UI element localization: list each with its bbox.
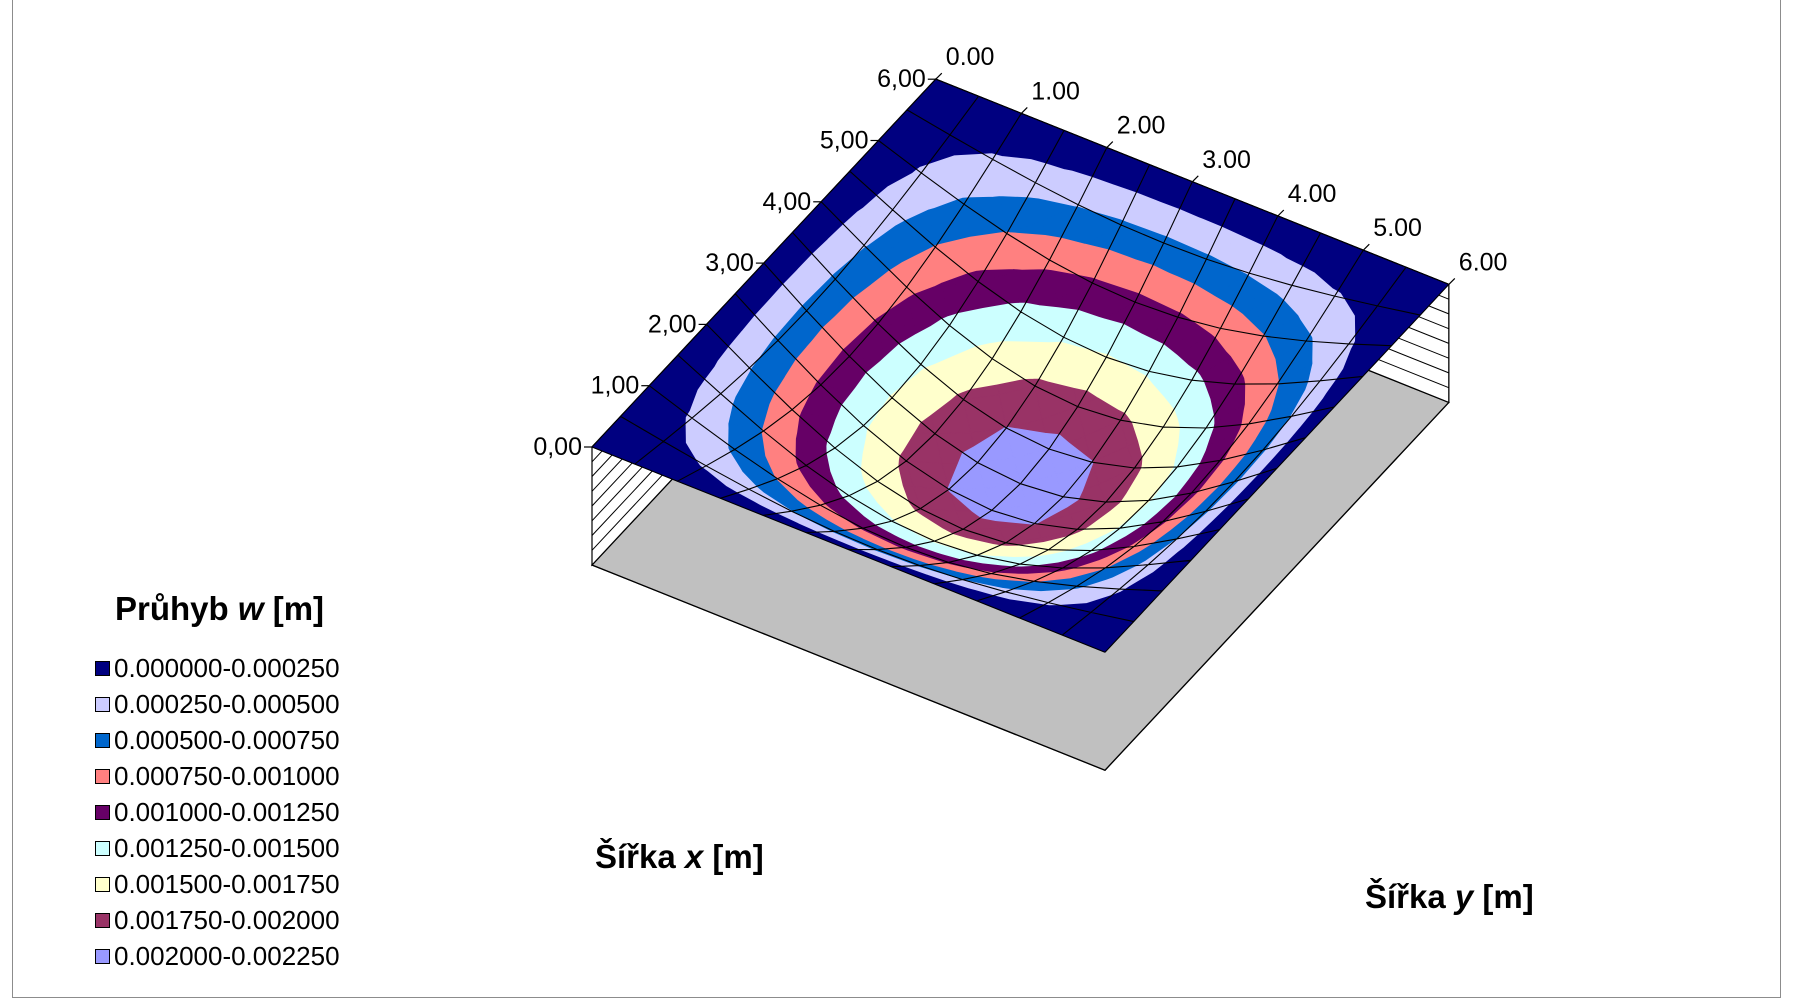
legend-item: 0.001250-0.001500	[95, 830, 395, 866]
y-axis-title: Šířka y [m]	[1365, 877, 1534, 915]
legend-swatch	[95, 876, 110, 892]
legend-label: 0.000750-0.001000	[114, 760, 340, 791]
y-tick-label: 1.00	[1031, 77, 1080, 105]
legend: Průhyb w [m] 0.000000-0.000250 0.000250-0…	[95, 590, 395, 974]
legend-swatch	[95, 768, 110, 784]
legend-item: 0.001000-0.001250	[95, 794, 395, 830]
legend-swatch	[95, 948, 110, 964]
legend-label: 0.001000-0.001250	[114, 796, 340, 827]
legend-label: 0.001250-0.001500	[114, 832, 340, 863]
legend-label: 0.000000-0.000250	[114, 652, 340, 683]
legend-item: 0.000250-0.000500	[95, 686, 395, 722]
legend-item: 0.000750-0.001000	[95, 758, 395, 794]
y-tick-label: 6.00	[1459, 248, 1508, 276]
surface-grid	[591, 78, 1450, 653]
x-tick-label: 5,00	[820, 127, 869, 155]
legend-swatch	[95, 696, 110, 712]
x-tick-label: 0,00	[533, 433, 582, 461]
legend-item: 0.001500-0.001750	[95, 866, 395, 902]
x-axis-title: Šířka x [m]	[595, 837, 764, 875]
legend-label: 0.000250-0.000500	[114, 688, 340, 719]
y-tick-label: 2.00	[1117, 112, 1166, 140]
legend-swatch	[95, 660, 110, 676]
legend-swatch	[95, 912, 110, 928]
y-tick-label: 4.00	[1288, 180, 1337, 208]
legend-swatch	[95, 732, 110, 748]
legend-item: 0.001750-0.002000	[95, 902, 395, 938]
y-tick-label: 0.00	[946, 43, 995, 71]
legend-item: 0.000000-0.000250	[95, 650, 395, 686]
legend-item: 0.000500-0.000750	[95, 722, 395, 758]
legend-swatch	[95, 804, 110, 820]
x-tick-label: 3,00	[705, 249, 754, 277]
x-tick-label: 4,00	[763, 188, 812, 216]
legend-label: 0.001500-0.001750	[114, 868, 340, 899]
x-tick-label: 6,00	[877, 65, 926, 93]
x-tick-label: 1,00	[591, 372, 640, 400]
legend-swatch	[95, 840, 110, 856]
legend-label: 0.002000-0.002250	[114, 940, 340, 971]
x-tick-label: 2,00	[648, 310, 697, 338]
contour-band-8	[898, 378, 1143, 546]
legend-title: Průhyb w [m]	[115, 590, 325, 627]
legend-label: 0.001750-0.002000	[114, 904, 340, 935]
legend-label: 0.000500-0.000750	[114, 724, 340, 755]
legend-item: 0.002000-0.002250	[95, 938, 395, 974]
y-tick-label: 5.00	[1373, 214, 1422, 242]
y-tick-label: 3.00	[1202, 146, 1251, 174]
